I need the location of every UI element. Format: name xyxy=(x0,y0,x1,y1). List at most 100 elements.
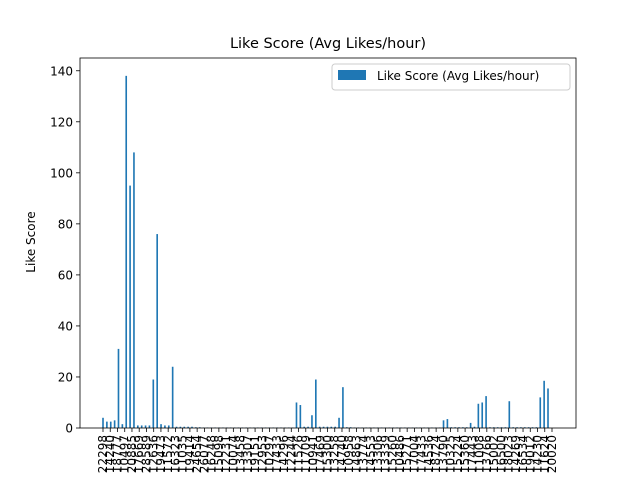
x-tick-label: 17433 xyxy=(415,435,429,473)
bar xyxy=(175,426,178,428)
x-tick-label: 13790 xyxy=(436,435,450,473)
x-tick-label: 11709 xyxy=(299,435,313,473)
bar xyxy=(469,422,472,428)
x-tick-label: 16248 xyxy=(205,435,219,473)
x-tick-label: 10497 xyxy=(118,435,132,473)
x-tick-label: 13306 xyxy=(371,435,385,473)
x-tick-label: 20020 xyxy=(545,435,559,473)
bar xyxy=(311,415,313,428)
bar xyxy=(156,234,158,428)
bar xyxy=(342,387,344,428)
bar xyxy=(481,402,484,428)
y-tick-label: 80 xyxy=(58,217,73,231)
bar xyxy=(179,426,182,428)
bar xyxy=(547,388,549,428)
y-axis-label: Like Score xyxy=(24,211,38,272)
x-tick-label: 13458 xyxy=(234,435,248,473)
bar xyxy=(330,426,333,428)
x-tick-label: 19151 xyxy=(248,435,262,473)
x-tick-label: 14230 xyxy=(531,435,545,473)
x-tick-label: 15300 xyxy=(321,435,335,473)
x-tick-label: 13766 xyxy=(480,435,494,473)
bar xyxy=(446,419,449,428)
x-tick-label: 11572 xyxy=(161,435,175,473)
x-tick-label: 14536 xyxy=(422,435,436,473)
x-tick-label: 20885 xyxy=(125,435,139,473)
bar xyxy=(144,425,147,428)
bar xyxy=(322,426,325,428)
bar xyxy=(303,426,306,428)
bar xyxy=(338,417,340,428)
x-tick-label: 14240 xyxy=(103,435,117,473)
y-tick-label: 20 xyxy=(58,370,73,384)
bar xyxy=(334,426,336,428)
x-tick-label: 14863 xyxy=(349,435,363,473)
y-tick-label: 40 xyxy=(58,319,73,333)
bar xyxy=(129,185,131,428)
bar xyxy=(167,425,170,428)
bar xyxy=(102,417,104,428)
x-tick-label: 28589 xyxy=(139,435,153,473)
x-tick-label: 19414 xyxy=(183,435,197,473)
x-tick-label: 11035 xyxy=(176,435,190,473)
x-tick-label: 11624 xyxy=(538,435,552,473)
x-tick-label: 14296 xyxy=(277,435,291,473)
x-tick-label: 15271 xyxy=(400,435,414,473)
bar xyxy=(140,425,143,428)
x-tick-label: 16534 xyxy=(516,435,530,473)
x-tick-label: 13258 xyxy=(328,435,342,473)
x-tick-label: 15260 xyxy=(386,435,400,473)
x-tick-label: 17433 xyxy=(270,435,284,473)
x-tick-label: 12636 xyxy=(147,435,161,473)
x-axis-ticks: 2229814240187771049720885176692858912636… xyxy=(96,428,559,473)
chart-title: Like Score (Avg Likes/hour) xyxy=(230,36,426,52)
bar xyxy=(160,424,162,428)
bar xyxy=(187,426,189,428)
x-tick-label: 17669 xyxy=(132,435,146,473)
bar xyxy=(543,380,545,428)
x-tick-label: 11526 xyxy=(292,435,306,473)
bar xyxy=(183,426,186,428)
x-tick-label: 13307 xyxy=(241,435,255,473)
x-tick-label: 15002 xyxy=(487,435,501,473)
x-tick-label: 19012 xyxy=(523,435,537,473)
x-tick-label: 14553 xyxy=(364,435,378,473)
legend-box xyxy=(331,63,571,91)
x-tick-label: 12953 xyxy=(255,435,269,473)
x-tick-label: 17004 xyxy=(407,435,421,473)
x-tick-label: 17443 xyxy=(465,435,479,473)
x-tick-label: 10297 xyxy=(263,435,277,473)
x-tick-label: 14740 xyxy=(335,435,349,473)
bar xyxy=(295,402,298,428)
bar xyxy=(125,75,128,429)
x-tick-label: 15360 xyxy=(458,435,472,473)
bar xyxy=(152,379,155,428)
bar xyxy=(485,396,487,428)
bar xyxy=(109,421,112,428)
bar xyxy=(133,152,135,428)
x-tick-label: 18724 xyxy=(429,435,443,473)
x-tick-label: 10325 xyxy=(444,435,458,473)
x-tick-label: 19473 xyxy=(154,435,168,473)
x-tick-label: 13774 xyxy=(357,435,371,473)
bar xyxy=(164,425,166,428)
x-tick-label: 22298 xyxy=(96,435,110,473)
bar xyxy=(117,348,120,428)
x-tick-label: 12231 xyxy=(219,435,233,473)
y-tick-label: 140 xyxy=(50,64,73,78)
x-tick-label: 15098 xyxy=(212,435,226,473)
bar xyxy=(442,420,445,428)
y-tick-label: 0 xyxy=(65,422,73,436)
bar xyxy=(473,426,476,428)
x-tick-label: 10941 xyxy=(306,435,320,473)
bar xyxy=(318,426,321,428)
y-tick-label: 100 xyxy=(50,166,73,180)
x-tick-label: 15224 xyxy=(451,435,465,473)
bar xyxy=(191,426,193,428)
plot-frame xyxy=(79,57,577,429)
bar xyxy=(539,397,542,428)
legend-swatch xyxy=(338,70,366,80)
bar xyxy=(315,379,317,428)
x-tick-label: 16323 xyxy=(168,435,182,473)
